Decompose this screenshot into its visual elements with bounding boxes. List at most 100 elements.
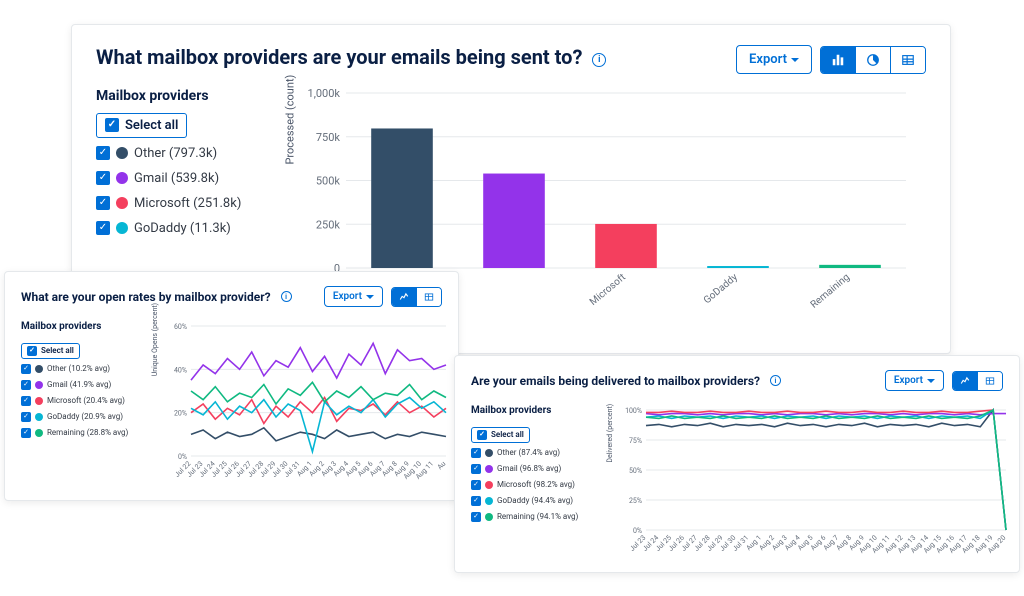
select-all-label: Select all bbox=[41, 346, 74, 355]
legend-item-godaddy[interactable]: GoDaddy (94.4% avg) bbox=[471, 496, 606, 506]
select-all-toggle[interactable]: Select all bbox=[96, 113, 187, 138]
svg-text:Microsoft: Microsoft bbox=[587, 271, 628, 308]
export-label: Export bbox=[333, 291, 362, 302]
legend-label: Microsoft (251.8k) bbox=[134, 196, 241, 211]
legend-item-remaining[interactable]: Remaining (28.8% avg) bbox=[21, 428, 151, 438]
legend-label: Other (797.3k) bbox=[134, 146, 217, 161]
line-chart: 0%20%40%60%Jul 22Jul 23Jul 24Jul 25Jul 2… bbox=[161, 321, 451, 496]
checkbox-icon bbox=[21, 380, 31, 390]
legend-label: Other (10.2% avg) bbox=[47, 364, 110, 373]
view-line-button[interactable] bbox=[953, 372, 977, 390]
series-dot-icon bbox=[35, 365, 43, 373]
svg-text:Au: Au bbox=[436, 460, 448, 472]
select-all-label: Select all bbox=[491, 430, 524, 439]
checkbox-icon bbox=[21, 428, 31, 438]
series-dot-icon bbox=[485, 497, 493, 505]
view-table-button[interactable] bbox=[416, 288, 441, 306]
legend-item-microsoft[interactable]: Microsoft (251.8k) bbox=[96, 196, 286, 211]
checkbox-icon bbox=[21, 396, 31, 406]
legend-item-remaining[interactable]: Remaining (94.1% avg) bbox=[471, 512, 606, 522]
chevron-down-icon bbox=[366, 295, 374, 299]
panel-open-rates: What are your open rates by mailbox prov… bbox=[4, 271, 459, 501]
legend-label: Gmail (96.8% avg) bbox=[497, 464, 561, 473]
series-dot-icon bbox=[35, 381, 43, 389]
legend-item-microsoft[interactable]: Microsoft (20.4% avg) bbox=[21, 396, 151, 406]
svg-text:25%: 25% bbox=[629, 497, 642, 505]
export-label: Export bbox=[894, 375, 923, 386]
svg-text:50%: 50% bbox=[629, 467, 642, 475]
view-pie-button[interactable] bbox=[855, 47, 890, 73]
export-button[interactable]: Export bbox=[324, 286, 383, 307]
select-all-toggle[interactable]: Select all bbox=[21, 343, 80, 359]
series-dot-icon bbox=[485, 513, 493, 521]
series-dot-icon bbox=[116, 222, 128, 234]
checkbox-icon bbox=[471, 496, 481, 506]
checkbox-icon bbox=[96, 171, 110, 185]
series-dot-icon bbox=[485, 449, 493, 457]
legend-title: Mailbox providers bbox=[471, 405, 606, 416]
view-bar-button[interactable] bbox=[821, 47, 855, 73]
view-toggle bbox=[952, 371, 1003, 391]
info-icon[interactable]: i bbox=[592, 53, 606, 67]
checkbox-icon bbox=[27, 346, 37, 356]
checkbox-icon bbox=[21, 364, 31, 374]
select-all-label: Select all bbox=[125, 118, 178, 133]
view-toggle bbox=[391, 287, 442, 307]
svg-text:40%: 40% bbox=[174, 366, 187, 374]
legend-label: GoDaddy (20.9% avg) bbox=[47, 412, 123, 421]
legend-title: Mailbox providers bbox=[96, 88, 286, 104]
svg-text:100%: 100% bbox=[625, 407, 642, 415]
legend-item-godaddy[interactable]: GoDaddy (20.9% avg) bbox=[21, 412, 151, 422]
legend-item-godaddy[interactable]: GoDaddy (11.3k) bbox=[96, 221, 286, 236]
legend-item-gmail[interactable]: Gmail (96.8% avg) bbox=[471, 464, 606, 474]
checkbox-icon bbox=[96, 221, 110, 235]
select-all-toggle[interactable]: Select all bbox=[471, 427, 530, 443]
checkbox-icon bbox=[471, 464, 481, 474]
legend-label: Gmail (539.8k) bbox=[134, 171, 219, 186]
series-dot-icon bbox=[116, 172, 128, 184]
line-chart: 0%25%50%75%100%Jul 23Jul 24Jul 25Jul 26J… bbox=[616, 405, 1011, 570]
legend-item-other[interactable]: Other (10.2% avg) bbox=[21, 364, 151, 374]
checkbox-icon bbox=[471, 480, 481, 490]
legend-title: Mailbox providers bbox=[21, 321, 151, 332]
export-button[interactable]: Export bbox=[736, 45, 812, 74]
export-button[interactable]: Export bbox=[885, 370, 944, 391]
y-axis-label: Processed (count) bbox=[284, 75, 297, 165]
checkbox-icon bbox=[96, 196, 110, 210]
legend-item-gmail[interactable]: Gmail (41.9% avg) bbox=[21, 380, 151, 390]
series-dot-icon bbox=[485, 465, 493, 473]
series-dot-icon bbox=[35, 413, 43, 421]
svg-text:1,000k: 1,000k bbox=[308, 88, 341, 100]
svg-text:60%: 60% bbox=[174, 323, 187, 331]
series-dot-icon bbox=[35, 429, 43, 437]
legend-label: Gmail (41.9% avg) bbox=[47, 380, 111, 389]
legend-label: GoDaddy (11.3k) bbox=[134, 221, 231, 236]
svg-text:500k: 500k bbox=[316, 175, 341, 188]
legend-label: Remaining (28.8% avg) bbox=[47, 428, 128, 437]
svg-text:Remaining: Remaining bbox=[809, 272, 852, 311]
panel-delivery: Are your emails being delivered to mailb… bbox=[454, 355, 1020, 573]
checkbox-icon bbox=[96, 146, 110, 160]
legend-item-other[interactable]: Other (87.4% avg) bbox=[471, 448, 606, 458]
panel1-title: What mailbox providers are your emails b… bbox=[96, 45, 582, 69]
y-axis-label: Unique Opens (percent) bbox=[151, 302, 159, 375]
view-line-button[interactable] bbox=[392, 288, 416, 306]
legend-item-microsoft[interactable]: Microsoft (98.2% avg) bbox=[471, 480, 606, 490]
checkbox-icon bbox=[471, 512, 481, 522]
svg-text:20%: 20% bbox=[174, 410, 187, 418]
legend-label: Microsoft (98.2% avg) bbox=[497, 480, 575, 489]
chevron-down-icon bbox=[791, 58, 799, 62]
view-table-button[interactable] bbox=[890, 47, 925, 73]
panel2-title: What are your open rates by mailbox prov… bbox=[21, 290, 271, 304]
legend-label: Microsoft (20.4% avg) bbox=[47, 396, 125, 405]
svg-text:250k: 250k bbox=[316, 218, 341, 231]
export-label: Export bbox=[749, 52, 787, 67]
view-table-button[interactable] bbox=[977, 372, 1002, 390]
info-icon[interactable]: i bbox=[281, 291, 292, 302]
legend-item-other[interactable]: Other (797.3k) bbox=[96, 146, 286, 161]
info-icon[interactable]: i bbox=[770, 375, 781, 386]
svg-text:750k: 750k bbox=[316, 131, 341, 144]
checkbox-icon bbox=[105, 118, 119, 132]
legend-item-gmail[interactable]: Gmail (539.8k) bbox=[96, 171, 286, 186]
chevron-down-icon bbox=[927, 379, 935, 383]
